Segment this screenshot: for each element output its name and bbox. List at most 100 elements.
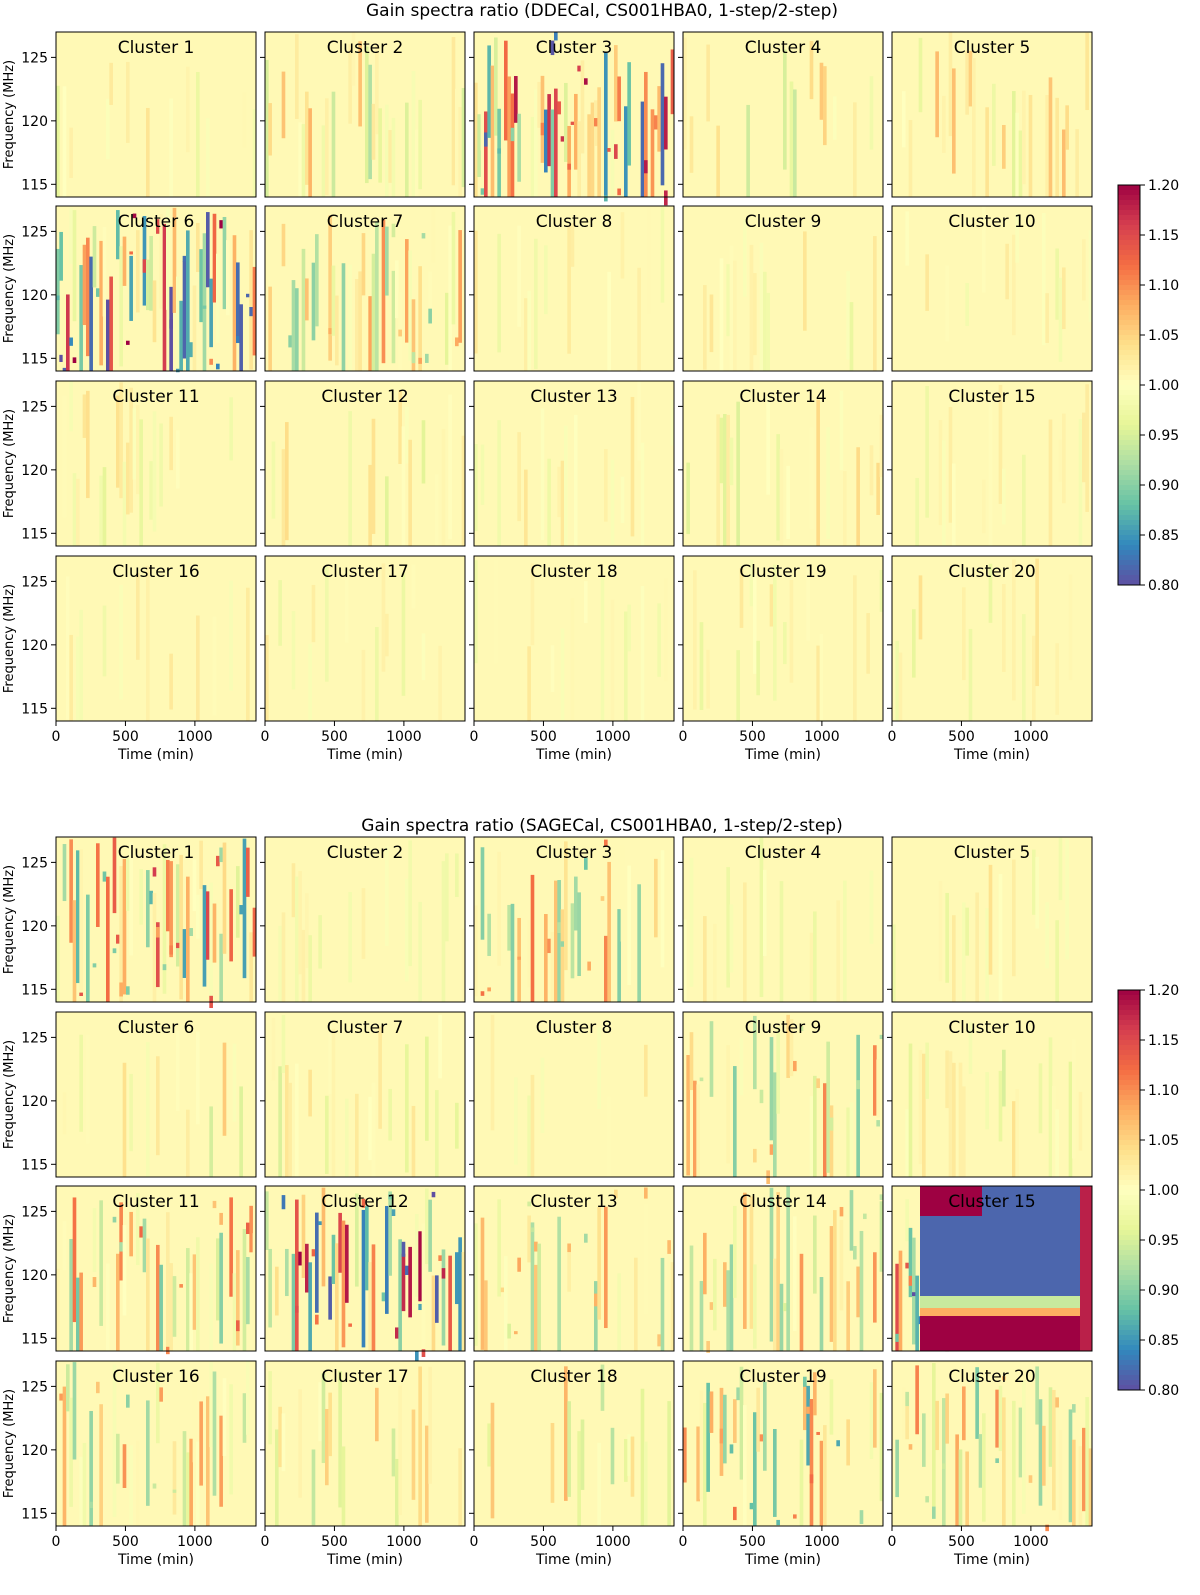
x-axis-label: Time (min) [117, 1552, 194, 1568]
heatmap-cell [945, 1050, 949, 1109]
panel-frame [264, 836, 466, 1003]
heatmap-cell [564, 82, 568, 162]
heatmap-cell [869, 1382, 874, 1459]
panel-label: Cluster 16 [112, 562, 199, 582]
heatmap-cell [112, 948, 117, 954]
heatmap-cell [1002, 468, 1006, 525]
heatmap-cell [753, 1015, 757, 1090]
heatmap-cell [753, 273, 757, 356]
heatmap-cell [455, 1252, 459, 1305]
heatmap-cell [699, 1281, 704, 1351]
panel-cluster-11: Cluster 11 115 120 125 Frequency (MHz) [2, 1185, 257, 1355]
panel-cluster-19: Cluster 19 0 500 1000 Time (min) [678, 555, 884, 763]
heatmap-cell [998, 384, 1003, 504]
heatmap-cell [371, 418, 376, 534]
heatmap-cell [577, 1431, 581, 1526]
heatmap-cell [759, 242, 764, 371]
heatmap-cell [826, 427, 830, 540]
heatmap-cell [1068, 1061, 1073, 1177]
heatmap-cell [189, 928, 193, 937]
colorbar-segment [1118, 995, 1140, 1001]
heatmap-cell [66, 1364, 70, 1412]
colorbar-segment [1118, 455, 1140, 461]
colorbar-segment [1118, 255, 1140, 261]
heatmap-cell [664, 96, 668, 150]
colorbar-tick-label: 1.05 [1148, 328, 1179, 344]
heatmap-cell [281, 912, 286, 1002]
heatmap-cell [560, 136, 565, 142]
heatmap-cell [411, 1105, 416, 1177]
panel-cluster-10: Cluster 10 [887, 205, 1093, 372]
heatmap-cell [461, 88, 466, 188]
heatmap-cell [338, 1212, 342, 1273]
colorbar-segment [1118, 235, 1140, 241]
heatmap-cell [620, 845, 625, 942]
heatmap-cell [268, 286, 272, 371]
colorbar-segment [1118, 495, 1140, 501]
heatmap-cell [142, 259, 147, 273]
panel-cluster-18: Cluster 18 0 500 1000 Time (min) [469, 1360, 675, 1568]
colorbar-segment [1118, 1260, 1140, 1266]
heatmap-cell [56, 1268, 60, 1351]
heatmap-cell [102, 871, 107, 882]
heatmap-cell [1072, 1039, 1076, 1159]
heatmap-cell [318, 915, 322, 969]
y-tick-label: 120 [21, 288, 48, 304]
heatmap-cell [497, 148, 501, 154]
panel-cluster-7: Cluster 7 [260, 1011, 466, 1178]
heatmap-cell [325, 1095, 329, 1174]
heatmap-cell [709, 1302, 714, 1310]
panel-label: Cluster 16 [112, 1367, 199, 1387]
heatmap-cell [1058, 277, 1063, 362]
heatmap-cell [756, 640, 760, 696]
heatmap-cell [246, 587, 250, 721]
heatmap-cell [958, 1062, 963, 1177]
heatmap-cell [116, 210, 120, 260]
heatmap-cell [806, 1406, 810, 1414]
heatmap-cell [199, 249, 203, 323]
panel-frame [891, 836, 1093, 1003]
heatmap-cell [132, 408, 137, 480]
heatmap-cell [1002, 584, 1006, 672]
heatmap-cell [982, 206, 986, 293]
heatmap-cell [99, 1404, 103, 1526]
heatmap-cell [912, 609, 916, 678]
colorbar-segment [1118, 1270, 1140, 1276]
heatmap-cell [239, 1086, 243, 1177]
panel-frame [682, 1360, 884, 1527]
heatmap-cell [839, 1206, 844, 1217]
colorbar-segment [1118, 335, 1140, 341]
heatmap-cell [584, 78, 588, 85]
panel-cluster-12: Cluster 12 [260, 380, 466, 547]
heatmap-cell [620, 212, 625, 279]
colorbar-segment [1118, 570, 1140, 576]
colorbar-segment [1118, 275, 1140, 281]
heatmap-cell [799, 1026, 804, 1032]
panel-label: Cluster 18 [530, 1367, 617, 1387]
heatmap-cell [607, 271, 611, 371]
heatmap-cell [1042, 213, 1046, 346]
heatmap-cell [122, 236, 127, 286]
panel-cluster-11: Cluster 11 115 120 125 Frequency (MHz) [2, 380, 257, 547]
heatmap-cell [196, 1031, 200, 1125]
x-tick-label: 1000 [595, 1534, 631, 1550]
panel-frame [891, 555, 1093, 722]
heatmap-cell [816, 645, 820, 721]
heatmap-cell [948, 32, 953, 137]
colorbar-segment [1118, 395, 1140, 401]
heatmap-cell [169, 286, 173, 371]
heatmap-cell [614, 45, 618, 122]
heatmap-cell [445, 292, 449, 365]
heatmap-cell [952, 68, 956, 174]
y-tick-label: 115 [21, 982, 48, 998]
heatmap-cell [79, 609, 83, 721]
heatmap-cell [271, 1017, 276, 1081]
heatmap-cell [574, 414, 578, 546]
colorbar-segment [1118, 1285, 1140, 1291]
heatmap-cell [517, 113, 521, 182]
heatmap-cell [189, 1273, 193, 1351]
heatmap-cell [793, 1060, 797, 1072]
figure-1: Gain spectra ratio (DDECal, CS001HBA0, 1… [366, 1, 838, 21]
heatmap-cell [480, 68, 485, 151]
heatmap-cell [1045, 293, 1049, 343]
